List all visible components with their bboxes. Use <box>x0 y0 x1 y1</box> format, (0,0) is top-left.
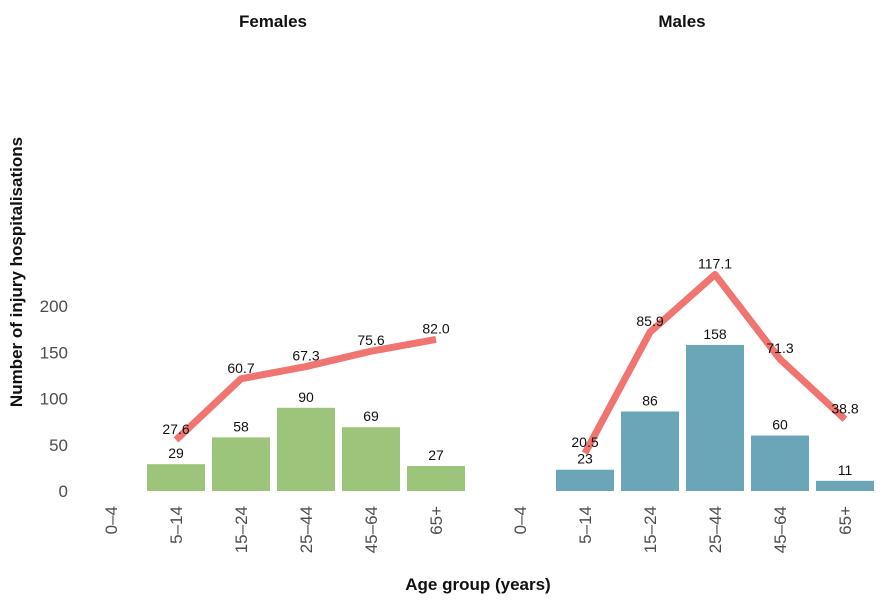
x-tick-label: 45–64 <box>362 506 381 553</box>
y-tick-label: 0 <box>59 482 68 501</box>
bar-value-label: 23 <box>577 451 593 467</box>
rate-line <box>581 270 848 455</box>
y-axis-title: Number of injury hospitalisations <box>7 137 26 407</box>
x-tick-label: 45–64 <box>771 506 790 553</box>
chart-panels: Females 29 58 90 69 27 27.6 60.7 67.3 75.6 82.0 0–4… <box>102 12 874 553</box>
x-tick-label: 25–44 <box>297 506 316 553</box>
panel-males: Males 23 86 158 60 11 20.5 85.9 117.1 71.3 38.8 0–4… <box>511 12 874 553</box>
panel-title: Females <box>239 12 307 31</box>
panel-title: Males <box>658 12 705 31</box>
bar <box>816 480 874 491</box>
rate-value-label: 117.1 <box>698 255 732 271</box>
bar <box>751 435 809 491</box>
bar-value-label: 11 <box>838 462 853 478</box>
bar <box>686 344 744 491</box>
bar-value-label: 27 <box>428 447 444 463</box>
bar <box>147 464 205 491</box>
bar-value-label: 60 <box>772 417 788 433</box>
bar-value-label: 58 <box>233 418 249 434</box>
panel-females: Females 29 58 90 69 27 27.6 60.7 67.3 75.6 82.0 0–4… <box>102 12 465 553</box>
x-tick-label: 25–44 <box>706 506 725 553</box>
x-tick-label: 15–24 <box>232 506 251 553</box>
bar <box>342 427 400 491</box>
y-axis-ticks: 0 50 100 150 200 <box>40 297 68 501</box>
bar-value-label: 158 <box>703 326 727 342</box>
y-tick-label: 50 <box>49 436 68 455</box>
rate-line <box>173 335 437 443</box>
rate-value-label: 27.6 <box>162 421 189 437</box>
x-tick-label: 0–4 <box>102 506 121 534</box>
rate-value-label: 38.8 <box>831 400 858 416</box>
rate-value-label: 82.0 <box>422 320 449 336</box>
bar <box>277 407 335 491</box>
y-tick-label: 150 <box>40 343 68 362</box>
bar-value-label: 69 <box>363 408 379 424</box>
x-tick-label: 65+ <box>836 506 855 535</box>
x-axis-title: Age group (years) <box>405 575 550 594</box>
rate-value-label: 60.7 <box>227 360 254 376</box>
y-tick-label: 200 <box>40 297 68 316</box>
x-tick-label: 5–14 <box>576 506 595 544</box>
rate-value-label: 67.3 <box>292 348 319 364</box>
x-tick-label: 0–4 <box>511 506 530 534</box>
rate-value-label: 71.3 <box>766 340 793 356</box>
x-tick-label: 15–24 <box>641 506 660 553</box>
rate-value-label: 85.9 <box>636 313 663 329</box>
y-tick-label: 100 <box>40 390 68 409</box>
x-tick-label: 5–14 <box>167 506 186 544</box>
rate-value-label: 20.5 <box>571 434 598 450</box>
bar-value-label: 86 <box>642 392 658 408</box>
bar <box>556 469 614 491</box>
bar <box>621 411 679 491</box>
bar-value-label: 90 <box>298 389 314 405</box>
rate-value-label: 75.6 <box>357 332 384 348</box>
x-tick-label: 65+ <box>427 506 446 535</box>
bar-value-label: 29 <box>168 445 184 461</box>
bar <box>212 437 270 491</box>
bar <box>407 466 465 491</box>
